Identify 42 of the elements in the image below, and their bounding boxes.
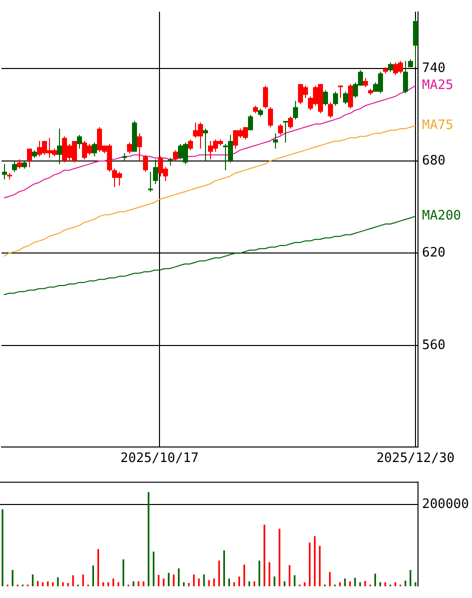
candlestick — [338, 85, 343, 98]
y-tick-label: 740 — [422, 61, 446, 76]
candlestick — [203, 128, 208, 162]
series-label: MA200 — [422, 208, 462, 224]
candlestick — [273, 132, 278, 150]
candlestick — [143, 154, 148, 172]
y-tick-label: 680 — [422, 153, 446, 168]
candlestick — [323, 90, 328, 106]
candlestick — [137, 132, 142, 162]
y-tick-label: 560 — [422, 338, 446, 353]
candlestick — [268, 106, 273, 128]
candlestick — [263, 85, 268, 110]
candlestick — [127, 142, 132, 154]
candlestick — [403, 60, 408, 94]
y-tick-label: 620 — [422, 246, 446, 261]
candlestick — [77, 134, 82, 150]
candlestick — [288, 116, 293, 130]
candlestick — [293, 100, 298, 120]
candlestick — [343, 91, 348, 105]
candlestick — [348, 84, 353, 110]
candlestick — [188, 138, 193, 151]
series-label: MA75 — [422, 118, 454, 133]
series-label: MA25 — [422, 78, 454, 93]
candlestick — [57, 128, 62, 165]
y-tick-label: 200000 — [422, 497, 469, 512]
candlestick — [12, 160, 17, 172]
candlestick — [173, 150, 178, 162]
candlestick — [92, 142, 97, 157]
candlestick — [2, 164, 7, 180]
candlestick — [363, 77, 368, 88]
candlestick — [17, 158, 22, 170]
x-tick-label: 2025/12/30 — [376, 451, 455, 466]
candlestick — [248, 114, 253, 131]
candlestick — [153, 158, 158, 185]
candlestick — [328, 102, 333, 118]
x-tick-label: 2025/10/17 — [120, 451, 199, 466]
candlestick — [388, 62, 393, 72]
candlestick — [333, 91, 338, 106]
candlestick — [278, 124, 283, 136]
candlestick — [148, 171, 153, 192]
candlestick — [27, 148, 32, 168]
candlestick — [283, 120, 288, 144]
